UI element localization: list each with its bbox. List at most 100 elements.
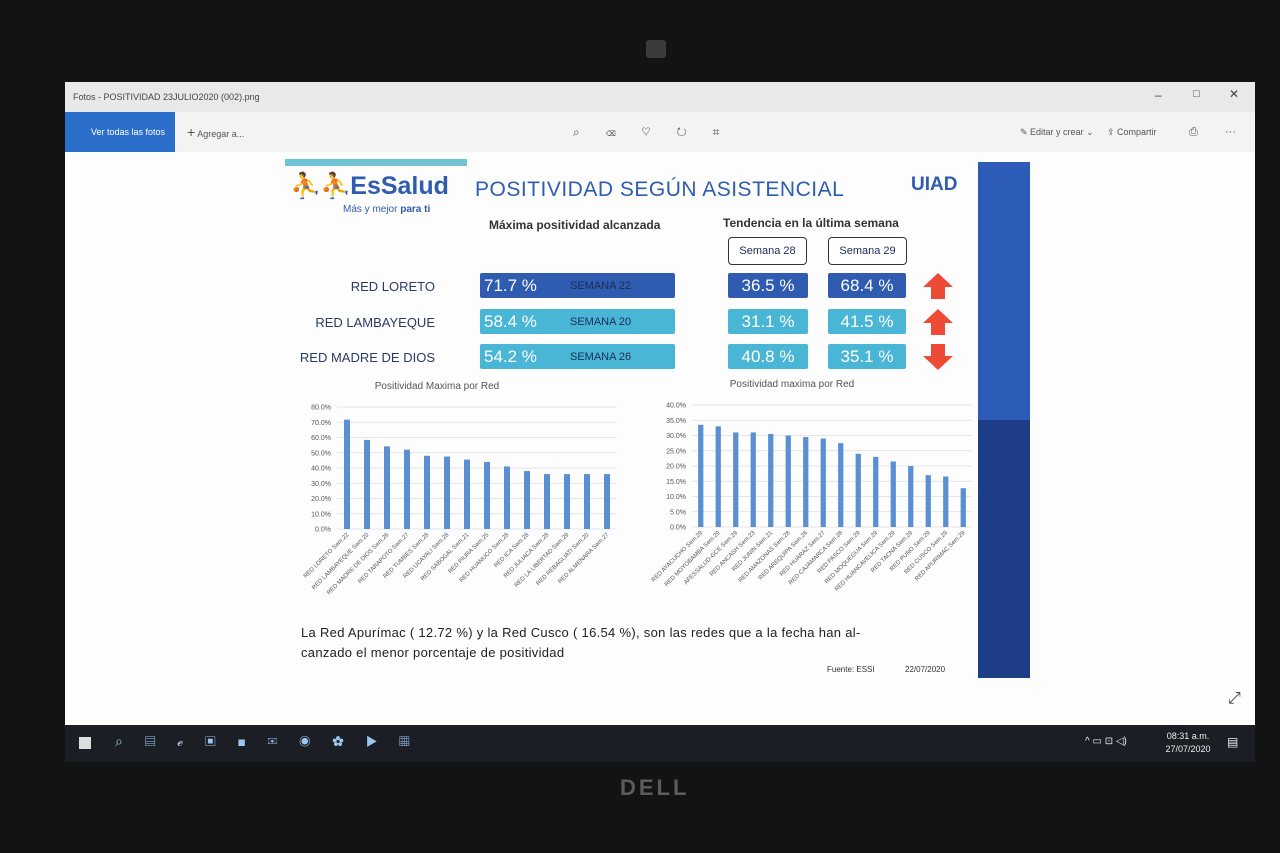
bar <box>384 446 390 529</box>
side-bar-bottom <box>978 420 1030 678</box>
max-week: SEMANA 22 <box>570 280 632 292</box>
bar <box>344 419 350 529</box>
source-date: 22/07/2020 <box>905 665 946 674</box>
tray-icons[interactable]: ^ ▭ ⊡ ◁) <box>1085 736 1127 747</box>
source: Fuente: ESSI <box>827 665 875 674</box>
note-line-1: La Red Apurímac ( 12.72 %) y la Red Cusc… <box>301 625 861 640</box>
bar <box>768 433 774 527</box>
week-29-value: 35.1 % <box>828 344 906 369</box>
bar <box>584 474 590 529</box>
chart-title: Positividad Maxima por Red <box>375 381 500 392</box>
trend-arrow-up <box>923 309 953 335</box>
bar <box>404 449 410 529</box>
y-tick-label: 50.0% <box>311 450 331 457</box>
y-tick-label: 0.0% <box>670 525 686 532</box>
view-all-label: Ver todas las fotos <box>91 127 166 137</box>
add-label: Agregar a... <box>197 129 245 139</box>
clock-date: 27/07/2020 <box>1165 744 1211 754</box>
chart-right: Positividad maxima por Red 0.0% 5.0% 10.0% 1… <box>651 379 972 593</box>
row-name: RED MADRE DE DIOS <box>299 350 435 365</box>
trend-header: Tendencia en la última semana <box>723 216 899 230</box>
arrow-shape <box>923 273 953 299</box>
max-box <box>480 273 675 298</box>
taskbar: ⌕▤ℯ▣◼✉◉✿▶▦ ^ ▭ ⊡ ◁) 08:31 a.m. 27/07/202… <box>65 725 1255 762</box>
bar <box>698 424 704 527</box>
bar <box>820 438 826 527</box>
arrow-shape <box>923 344 953 370</box>
maximize[interactable]: □ <box>1193 88 1200 100</box>
bar <box>444 456 450 529</box>
max-value: 54.2 % <box>484 347 537 366</box>
pinned-apps[interactable]: ⌕▤ℯ▣◼✉◉✿▶▦ <box>115 733 432 749</box>
bar <box>604 474 610 529</box>
print-button[interactable]: ⎙ <box>1189 126 1198 138</box>
bar <box>785 435 791 527</box>
note-line-2: canzado el menor porcentaje de positivid… <box>301 645 565 660</box>
week-28-value: 31.1 % <box>728 309 808 334</box>
week-28-value: 36.5 % <box>728 273 808 298</box>
y-tick-label: 30.0% <box>311 481 331 488</box>
title-bar: Fotos - POSITIVIDAD 23JULIO2020 (002).pn… <box>65 82 1255 112</box>
week-28-header: Semana 28 <box>728 237 807 265</box>
share-label: Compartir <box>1117 127 1157 137</box>
y-tick-label: 5.0% <box>670 509 686 516</box>
edit-button[interactable]: ✎ Editar y crear ⌄ <box>1020 127 1094 137</box>
max-value: 58.4 % <box>484 312 537 331</box>
max-box <box>480 309 675 334</box>
bar <box>873 456 879 527</box>
x-tick-label: RED ICA Sem.28 <box>493 532 530 569</box>
edit-label: Editar y crear <box>1030 127 1084 137</box>
start-button[interactable] <box>79 737 91 749</box>
bar <box>733 432 739 527</box>
bar <box>890 461 896 527</box>
brand-logo: DELL <box>620 775 690 800</box>
bar <box>564 474 570 529</box>
y-tick-label: 30.0% <box>666 433 686 440</box>
chart-title: Positividad maxima por Red <box>730 379 855 390</box>
y-tick-label: 25.0% <box>666 448 686 455</box>
view-all-button[interactable]: Ver todas las fotos <box>65 112 175 152</box>
y-tick-label: 40.0% <box>666 403 686 410</box>
trend-arrow-down <box>923 344 953 370</box>
minimize[interactable]: – <box>1155 88 1162 102</box>
close[interactable]: ✕ <box>1229 87 1240 101</box>
photo-actions[interactable]: ⌕⌫♡↻⌗ <box>573 125 746 139</box>
week-29-value: 41.5 % <box>828 309 906 334</box>
screen: Fotos - POSITIVIDAD 23JULIO2020 (002).pn… <box>65 82 1255 762</box>
bar <box>855 453 861 527</box>
y-tick-label: 10.0% <box>666 494 686 501</box>
week-29-header: Semana 29 <box>828 237 907 265</box>
y-tick-label: 20.0% <box>311 496 331 503</box>
share-button[interactable]: ⇪ Compartir <box>1107 127 1157 137</box>
tagline: Más y mejor para ti <box>343 204 430 215</box>
y-tick-label: 15.0% <box>666 479 686 486</box>
side-bar-top <box>978 162 1030 420</box>
tagline-bold: para ti <box>400 204 431 215</box>
y-tick-label: 35.0% <box>666 418 686 425</box>
max-week: SEMANA 26 <box>570 351 632 363</box>
bar <box>484 461 490 529</box>
bar <box>544 474 550 529</box>
logo-text: EsSalud <box>350 172 449 200</box>
week-28-value: 40.8 % <box>728 344 808 369</box>
bar <box>925 475 931 527</box>
unit-label: UIAD <box>911 174 958 195</box>
notifications[interactable]: ▤ <box>1227 735 1239 749</box>
logo: ⛹⛹EsSalud <box>290 172 449 200</box>
more-button[interactable]: ··· <box>1225 126 1236 138</box>
max-box <box>480 344 675 369</box>
row-name: RED LAMBAYEQUE <box>315 315 435 330</box>
clock[interactable]: 08:31 a.m. 27/07/2020 <box>1163 731 1213 754</box>
trend-arrow-up <box>923 273 953 299</box>
y-tick-label: 80.0% <box>311 405 331 412</box>
webcam <box>646 40 666 58</box>
chart-left: Positividad Maxima por Red 0.0% 10.0% 20.0%… <box>303 381 617 596</box>
bar <box>715 426 721 527</box>
y-tick-label: 20.0% <box>666 464 686 471</box>
fullscreen-button[interactable]: ⤢ <box>1228 690 1241 707</box>
tagline-text: Más y mejor <box>343 204 398 215</box>
add-button[interactable]: + Agregar a... <box>187 124 245 140</box>
y-tick-label: 40.0% <box>311 466 331 473</box>
y-tick-label: 60.0% <box>311 435 331 442</box>
